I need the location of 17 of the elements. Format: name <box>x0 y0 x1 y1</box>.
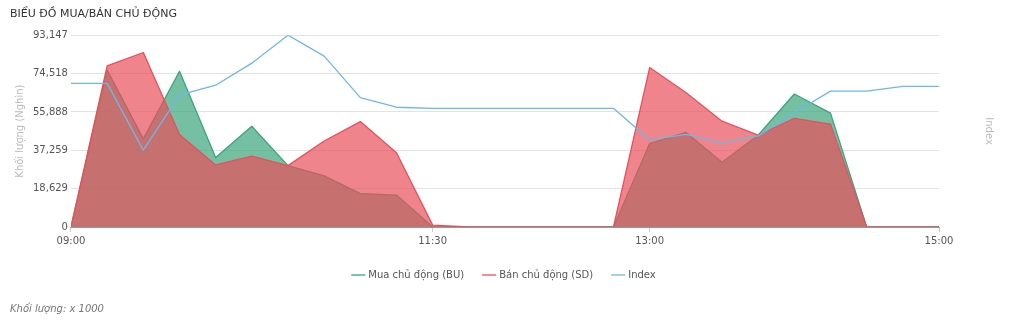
y-tick-label: 93,147 <box>32 28 68 40</box>
y-tick-label: 55,888 <box>32 105 68 117</box>
y-tick-label: 37,259 <box>32 143 68 155</box>
legend-label: Index <box>628 268 656 280</box>
legend-label: Mua chủ động (BU) <box>368 268 465 281</box>
y-tick-label: 74,518 <box>32 67 68 79</box>
x-tick-label: 15:00 <box>924 234 954 246</box>
x-tick-label: 09:00 <box>56 234 86 246</box>
text: Khối lượng: x 1000 <box>10 303 104 314</box>
x-tick-label: 11:30 <box>418 234 448 246</box>
x-tick-label: 13:00 <box>635 234 665 246</box>
y2-axis-title: Index <box>984 117 996 145</box>
chart-title: BIỂU ĐỒ MUA/BÁN CHỦ ĐỘNG <box>10 6 177 21</box>
y-axis-title: Khối lượng (Nghìn) <box>13 84 26 178</box>
y-tick-label: 0 <box>61 220 68 232</box>
legend-label: Bán chủ động (SD) <box>499 268 594 281</box>
y-tick-label: 18,629 <box>32 182 68 194</box>
